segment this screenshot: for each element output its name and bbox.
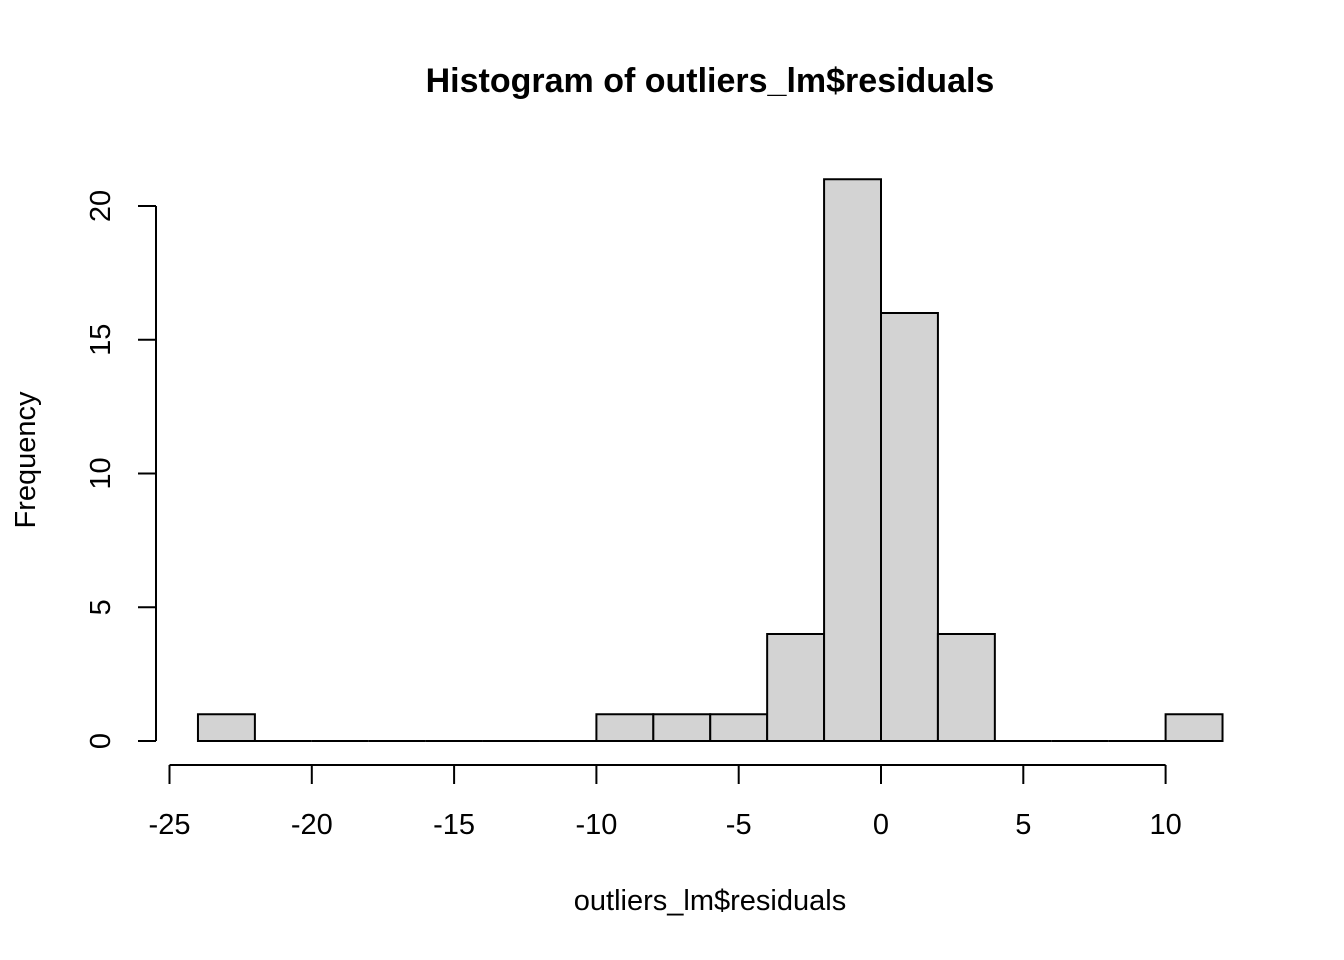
histogram-bar-11 [823,178,883,742]
histogram-bars [196,178,1224,742]
y-axis-label: Frequency [10,391,42,529]
histogram-bar-7 [595,713,655,742]
histogram-bar-8 [652,713,712,742]
histogram-bar-0 [196,713,256,742]
y-tick-label-2: 10 [85,457,117,489]
x-tick-label-7: 10 [1149,809,1181,841]
x-tick-label-4: -5 [726,809,752,841]
histogram-bar-17 [1164,713,1224,742]
y-axis: 0 5 10 15 20 [85,190,157,749]
histogram-bar-10 [766,633,826,742]
x-tick-label-3: -10 [575,809,617,841]
x-tick-label-0: -25 [149,809,191,841]
histogram-bar-13 [936,633,996,742]
x-tick-label-1: -20 [291,809,333,841]
histogram-bar-9 [709,713,769,742]
x-tick-label-2: -15 [433,809,475,841]
x-tick-label-6: 5 [1015,809,1031,841]
x-axis-label: outliers_lm$residuals [574,885,846,917]
chart-title: Histogram of outliers_lm$residuals [426,62,995,100]
histogram-bar-12 [880,312,939,742]
y-tick-label-0: 0 [85,733,117,749]
y-tick-label-1: 5 [85,599,117,615]
y-tick-label-4: 20 [85,190,117,222]
x-axis: -25 -20 -15 -10 -5 0 5 10 [149,764,1182,841]
y-tick-label-3: 15 [85,324,117,356]
x-tick-label-5: 0 [873,809,889,841]
